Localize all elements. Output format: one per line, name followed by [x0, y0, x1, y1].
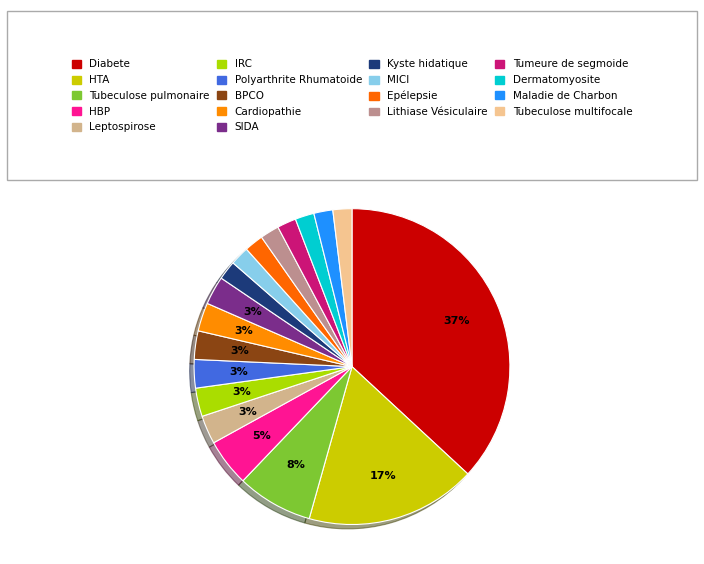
Text: 3%: 3% — [232, 387, 251, 398]
Wedge shape — [202, 367, 352, 443]
Text: 3%: 3% — [230, 346, 249, 356]
Wedge shape — [246, 237, 352, 367]
Wedge shape — [261, 227, 352, 367]
Text: 37%: 37% — [443, 316, 470, 326]
Wedge shape — [213, 367, 352, 481]
Wedge shape — [314, 210, 352, 367]
Wedge shape — [296, 213, 352, 367]
Wedge shape — [199, 303, 352, 367]
Wedge shape — [233, 249, 352, 367]
Wedge shape — [352, 209, 510, 474]
Wedge shape — [207, 278, 352, 367]
Wedge shape — [196, 367, 352, 416]
Wedge shape — [194, 359, 352, 388]
Wedge shape — [194, 331, 352, 367]
Text: 8%: 8% — [287, 460, 305, 470]
Wedge shape — [278, 219, 352, 367]
Text: 17%: 17% — [370, 471, 396, 481]
Wedge shape — [333, 209, 352, 367]
Text: 3%: 3% — [234, 326, 253, 336]
Text: 5%: 5% — [253, 431, 271, 441]
Wedge shape — [243, 367, 352, 519]
Text: 3%: 3% — [239, 407, 257, 417]
FancyBboxPatch shape — [7, 11, 697, 180]
Text: 3%: 3% — [243, 307, 262, 317]
Legend: Diabete, HTA, Tubeculose pulmonaire, HBP, Leptospirose, IRC, Polyarthrite Rhumat: Diabete, HTA, Tubeculose pulmonaire, HBP… — [68, 56, 636, 135]
Wedge shape — [309, 367, 468, 525]
Text: 3%: 3% — [229, 367, 248, 377]
Wedge shape — [221, 263, 352, 367]
